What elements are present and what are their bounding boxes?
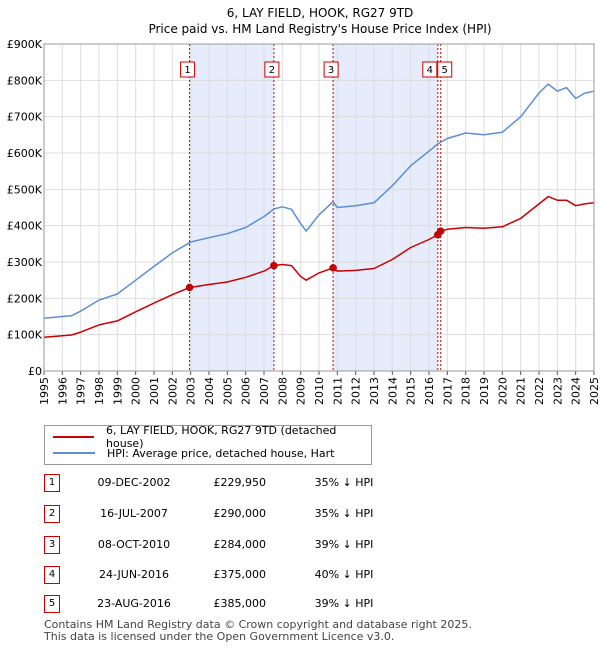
y-tick-label: £600K [7,147,43,160]
legend-item-hpi: HPI: Average price, detached house, Hart [45,445,334,461]
ownership-shade [189,44,274,371]
x-tick-label: 1999 [111,377,124,405]
transaction-price: £375,000 [213,568,267,581]
x-tick-label: 2011 [331,377,344,405]
transaction-row: 5 23-AUG-2016 £385,000 39% ↓ HPI [44,595,464,613]
x-tick-label: 2024 [570,377,583,405]
x-tick-label: 2014 [386,377,399,405]
x-tick-label: 2018 [460,377,473,405]
x-tick-label: 2005 [221,377,234,405]
footer-licence: This data is licensed under the Open Gov… [44,630,395,643]
legend-item-property: 6, LAY FIELD, HOOK, RG27 9TD (detached h… [45,424,371,450]
transaction-date: 08-OCT-2010 [97,538,171,551]
legend-swatch-property [53,436,95,438]
x-tick-label: 1995 [38,377,51,405]
sale-label: 3 [328,65,334,76]
x-tick-label: 2013 [368,377,381,405]
transaction-row: 4 24-JUN-2016 £375,000 40% ↓ HPI [44,566,464,584]
y-tick-label: £0 [28,365,42,378]
price-chart: 6, LAY FIELD, HOOK, RG27 9TD Price paid … [7,6,600,405]
transaction-price: £385,000 [213,597,267,610]
sale-label-box [180,61,196,78]
transaction-number: 5 [44,595,60,613]
transaction-date: 23-AUG-2016 [97,597,171,610]
x-tick-label: 2016 [423,377,436,405]
y-tick-label: £200K [7,292,43,305]
sale-label: 2 [269,65,275,76]
sale-label-box [437,61,453,78]
transaction-row: 3 08-OCT-2010 £284,000 39% ↓ HPI [44,536,464,554]
x-tick-label: 2009 [295,377,308,405]
x-tick-label: 2020 [496,377,509,405]
transaction-row: 1 09-DEC-2002 £229,950 35% ↓ HPI [44,474,464,492]
x-tick-label: 2008 [276,377,289,405]
transaction-date: 24-JUN-2016 [98,568,170,581]
legend-label-property: 6, LAY FIELD, HOOK, RG27 9TD (detached h… [106,424,337,450]
transaction-number: 2 [44,505,60,523]
ownership-shade [333,44,438,371]
sale-point [329,264,337,272]
transaction-hpi-diff: 35% ↓ HPI [314,507,374,520]
x-tick-label: 2003 [185,377,198,405]
footer: Contains HM Land Registry data © Crown c… [44,619,472,643]
transaction-hpi-diff: 39% ↓ HPI [314,538,374,551]
x-tick-label: 2004 [203,377,216,405]
sale-label-box [264,61,280,78]
y-tick-label: £800K [7,74,43,87]
y-tick-label: £100K [7,329,43,342]
transaction-hpi-diff: 39% ↓ HPI [314,597,374,610]
transaction-row: 2 16-JUL-2007 £290,000 35% ↓ HPI [44,505,464,523]
transaction-price: £284,000 [213,538,267,551]
sale-point [270,261,278,270]
sale-label-box [422,61,438,78]
x-tick-label: 2012 [350,377,363,405]
x-tick-label: 1997 [75,377,88,405]
transaction-number: 3 [44,536,60,554]
transaction-date: 09-DEC-2002 [97,476,171,489]
x-tick-label: 2001 [148,377,161,405]
transaction-price: £229,950 [213,476,267,489]
footer-copyright: Contains HM Land Registry data © Crown c… [44,618,472,631]
chart-title: 6, LAY FIELD, HOOK, RG27 9TD [227,6,414,20]
legend: 6, LAY FIELD, HOOK, RG27 9TD (detached h… [44,424,372,465]
y-tick-label: £900K [7,38,43,51]
series-line-hpi [43,83,595,320]
legend-label-hpi: HPI: Average price, detached house, Hart [107,446,335,460]
sale-label: 5 [442,65,448,76]
transaction-hpi-diff: 35% ↓ HPI [314,476,374,489]
chart-subtitle: Price paid vs. HM Land Registry's House … [148,22,491,36]
x-tick-label: 2017 [441,377,454,405]
x-tick-label: 2022 [533,377,546,405]
y-tick-label: £400K [7,220,43,233]
x-tick-label: 2007 [258,377,271,405]
series-line-property [43,195,595,338]
transaction-date: 16-JUL-2007 [100,507,168,520]
x-tick-label: 1996 [56,377,69,405]
y-tick-label: £300K [7,256,43,269]
x-tick-label: 2010 [313,377,326,405]
plot-frame [43,43,595,372]
x-tick-label: 2021 [515,377,528,405]
sale-label: 4 [427,65,433,76]
y-tick-label: £500K [7,183,43,196]
transaction-hpi-diff: 40% ↓ HPI [314,568,374,581]
x-tick-label: 2006 [240,377,253,405]
y-tick-label: £700K [7,111,43,124]
legend-swatch-hpi [53,452,95,454]
x-tick-label: 1998 [93,377,106,405]
x-tick-label: 2015 [405,377,418,405]
x-tick-label: 2002 [166,377,179,405]
transaction-price: £290,000 [213,507,267,520]
sale-label-box [323,61,339,78]
x-tick-label: 2023 [551,377,564,405]
transaction-number: 1 [44,474,60,492]
sale-point [436,227,445,235]
x-tick-label: 2025 [588,377,600,405]
x-tick-label: 2019 [478,377,491,405]
sale-point [185,283,194,292]
transaction-number: 4 [44,566,60,584]
sale-label: 1 [184,65,190,76]
x-tick-label: 2000 [130,377,143,405]
